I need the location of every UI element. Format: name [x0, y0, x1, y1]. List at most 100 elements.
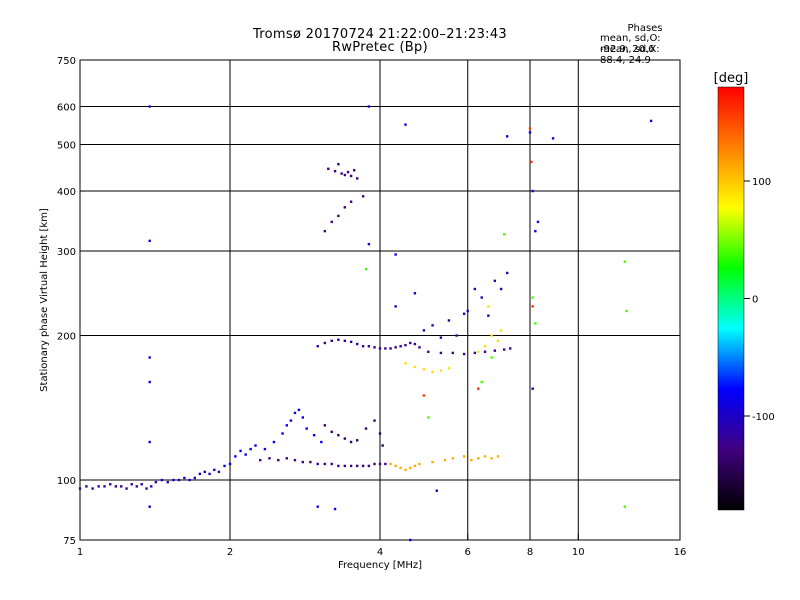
echo-point-13-4 [422, 394, 426, 397]
echo-point-13-0 [528, 127, 532, 130]
echo-point-12-2 [531, 296, 534, 299]
y-tick-label-7: 750 [57, 56, 76, 67]
echo-point-1-9 [203, 470, 206, 474]
echo-point-2-1 [268, 457, 271, 460]
echo-point-3-2 [234, 455, 237, 458]
echo-point-5-14 [490, 457, 493, 460]
phase-stats-o-mode: mean, sd,O: -92.9, 20.6 [600, 33, 661, 55]
echo-point-7-6 [493, 349, 497, 352]
y-tick-label-4: 400 [57, 187, 76, 198]
echo-point-2-13 [355, 464, 359, 468]
echo-point-12-1 [502, 233, 506, 236]
echo-point-3-1 [228, 462, 232, 466]
x-axis-label: Frequency [MHz] [338, 560, 422, 571]
echo-point-12-0 [364, 267, 368, 271]
echo-point-5-11 [470, 458, 473, 462]
echo-point-11-11 [435, 489, 438, 492]
echo-point-9-3 [431, 370, 434, 374]
echo-point-0-13 [150, 485, 153, 488]
echo-point-3-3 [239, 449, 242, 453]
echo-point-8-7 [473, 287, 477, 291]
y-tick-label-3: 300 [57, 247, 76, 258]
echo-point-4-6 [364, 427, 368, 430]
x-tick-label-4: 8 [527, 547, 533, 558]
echo-point-10-2 [337, 214, 340, 218]
echo-point-6-16 [409, 341, 412, 345]
echo-point-6-4 [343, 339, 347, 343]
echo-point-6-7 [361, 345, 365, 348]
echo-point-9-0 [404, 362, 407, 365]
echo-point-6-3 [337, 338, 340, 341]
echo-point-5-7 [431, 460, 434, 464]
y-tick-label-2: 200 [57, 332, 76, 343]
echo-point-4-1 [330, 430, 333, 434]
echo-point-7-5 [483, 350, 487, 353]
echo-point-9-4 [439, 369, 443, 372]
echo-point-5-2 [399, 466, 402, 470]
echo-point-0-2 [91, 487, 94, 490]
echo-point-8-13 [413, 292, 417, 295]
echo-point-11-19 [649, 119, 653, 123]
echo-point-4-2 [337, 433, 340, 437]
echo-point-6-18 [418, 346, 421, 349]
grid-lines [80, 60, 680, 540]
echo-point-6-8 [367, 345, 371, 348]
chart-title: Tromsø 20170724 21:22:00–21:23:43 [252, 27, 508, 42]
echo-point-8-12 [505, 271, 509, 275]
echo-point-1-0 [154, 480, 158, 484]
echo-point-6-12 [389, 347, 392, 350]
echo-point-2-16 [373, 462, 376, 466]
echo-point-9-7 [483, 345, 487, 348]
echo-point-6-17 [413, 342, 417, 346]
colorbar [717, 86, 745, 511]
echo-point-2-5 [301, 460, 305, 464]
echo-point-13-1 [530, 160, 533, 164]
echo-point-1-1 [160, 478, 164, 482]
echo-point-11-12 [404, 123, 407, 126]
x-tick-label-0: 1 [77, 547, 83, 558]
echo-point-3-4 [244, 453, 247, 456]
echo-point-11-16 [534, 229, 537, 233]
echo-point-8-2 [439, 336, 443, 339]
echo-point-1-6 [188, 478, 191, 482]
echo-point-5-1 [394, 464, 397, 468]
echo-point-2-11 [343, 464, 347, 468]
echo-point-1-11 [213, 468, 216, 472]
echo-point-10-12 [355, 177, 359, 180]
echo-point-10-8 [343, 173, 347, 177]
echo-point-10-6 [333, 169, 337, 173]
axis-ticks: 1 2 4 6 8 10 16 75 100 200 300 400 500 600 750 [57, 56, 686, 558]
echo-point-1-2 [166, 480, 169, 484]
echo-point-0-8 [125, 487, 128, 490]
echo-point-1-10 [208, 472, 211, 476]
echo-point-11-1 [148, 239, 151, 243]
echo-point-11-10 [333, 507, 337, 511]
echo-point-0-9 [130, 483, 133, 486]
echo-point-5-5 [413, 464, 417, 468]
echo-point-7-7 [502, 348, 506, 351]
echo-point-2-9 [330, 462, 333, 466]
echo-point-0-7 [120, 485, 123, 488]
echo-point-4-5 [355, 439, 359, 442]
echo-point-11-13 [505, 135, 509, 138]
echo-point-11-18 [551, 137, 555, 140]
echo-point-9-1 [413, 365, 417, 369]
echo-point-11-7 [367, 242, 371, 246]
echo-point-8-0 [422, 329, 426, 332]
echo-point-10-0 [323, 229, 327, 233]
echo-point-9-6 [477, 350, 480, 353]
echo-point-3-7 [263, 447, 267, 451]
echo-point-11-21 [409, 538, 412, 542]
echo-point-1-12 [217, 470, 221, 474]
echo-point-0-6 [114, 485, 118, 488]
echo-point-0-12 [145, 487, 148, 490]
echo-point-10-13 [337, 162, 340, 166]
echo-point-13-2 [531, 305, 534, 308]
echo-point-2-4 [293, 458, 297, 462]
echo-point-6-1 [323, 341, 327, 345]
echo-point-4-4 [349, 440, 353, 444]
colorbar-tick-label-2: -100 [752, 412, 775, 423]
echo-point-2-12 [349, 464, 353, 468]
echo-point-8-11 [499, 287, 503, 291]
echo-point-1-3 [172, 478, 175, 482]
